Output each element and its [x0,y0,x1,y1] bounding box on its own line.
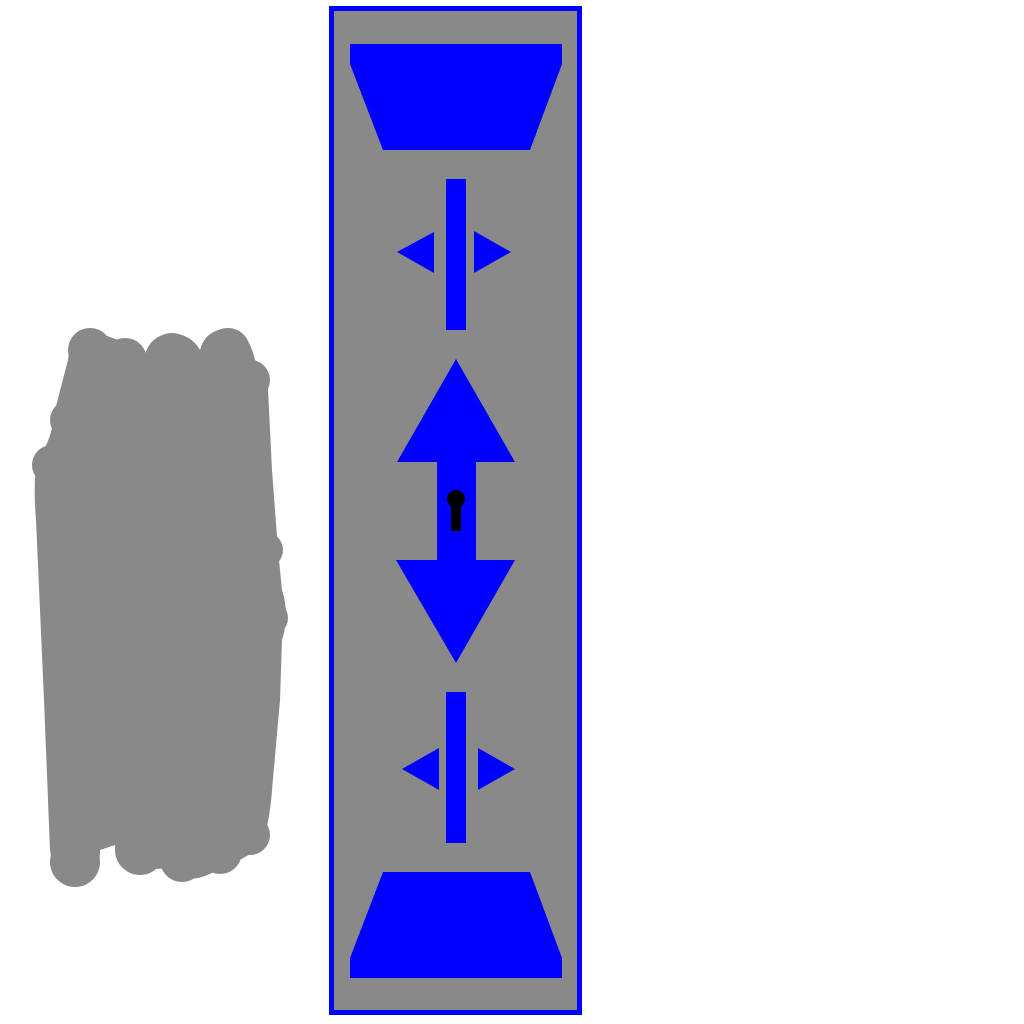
trapezoid-bottom-icon[interactable] [350,872,562,978]
right-arrow-icon [478,748,515,790]
separator-bar [446,179,466,330]
right-arrow-icon [474,231,511,273]
left-arrow-icon [402,748,439,790]
trapezoid-top-icon[interactable] [350,44,562,150]
up-arrow-icon [397,359,515,462]
keyhole-icon [447,490,465,531]
left-arrow-icon [397,232,434,273]
scribble-shape [32,328,288,887]
vertical-move-arrows-icon[interactable] [396,359,515,663]
lower-resize-handle[interactable] [402,692,515,843]
down-arrow-icon [396,560,515,663]
upper-resize-handle[interactable] [397,179,511,330]
separator-bar [446,692,466,843]
